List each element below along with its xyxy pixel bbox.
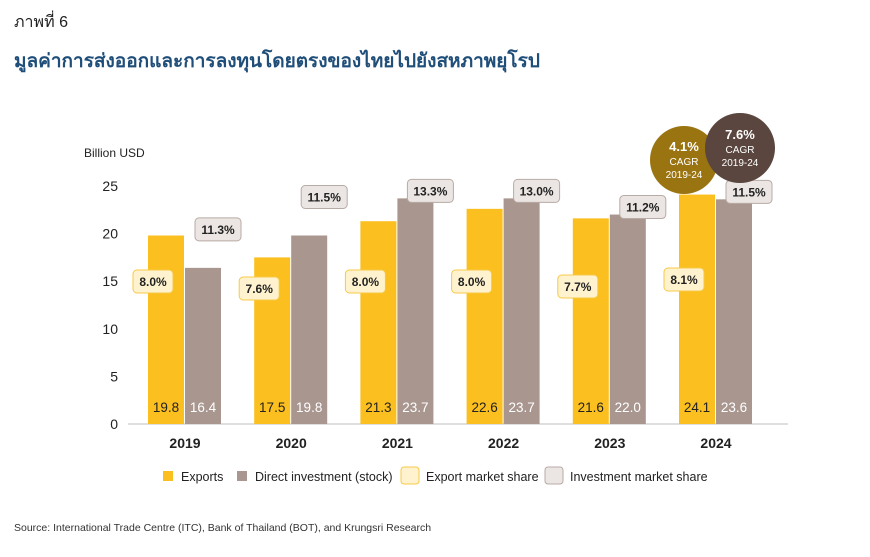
- export-share-label: 8.0%: [458, 275, 486, 289]
- legend-investment-label: Direct investment (stock): [255, 470, 393, 484]
- exports-value-label: 17.5: [259, 400, 285, 415]
- y-tick-label: 20: [102, 226, 118, 242]
- export-share-box: [663, 267, 705, 292]
- figure-label: ภาพที่ 6: [14, 14, 68, 31]
- investment-bar: [291, 235, 328, 424]
- investment-value-label: 19.8: [296, 400, 322, 415]
- cagr-exports-period: 2019-24: [666, 170, 703, 181]
- export-share-box: [238, 276, 280, 301]
- investment-share-box: [194, 217, 242, 242]
- exports-value-label: 21.3: [365, 400, 391, 415]
- x-tick-label: 2022: [488, 435, 519, 451]
- exports-value-label: 24.1: [684, 400, 710, 415]
- investment-share-label: 13.0%: [520, 184, 554, 198]
- legend-exports-swatch: [163, 471, 173, 481]
- exports-value-label: 22.6: [471, 400, 497, 415]
- exports-bar: [148, 235, 184, 424]
- legend-investment-share-swatch: [544, 466, 564, 485]
- investment-share-label: 11.2%: [626, 201, 660, 215]
- export-share-box: [344, 269, 386, 294]
- export-share-label: 7.7%: [564, 280, 592, 294]
- export-share-box: [451, 269, 493, 294]
- cagr-investment-bubble: [705, 113, 775, 183]
- legend-exports-label: Exports: [181, 470, 223, 484]
- x-tick-label: 2020: [276, 435, 307, 451]
- investment-share-label: 11.5%: [308, 191, 342, 205]
- investment-share-box: [300, 185, 348, 210]
- cagr-exports-label: CAGR: [670, 157, 699, 168]
- cagr-investment-value: 7.6%: [725, 127, 755, 142]
- investment-share-label: 11.5%: [732, 185, 766, 199]
- exports-value-label: 19.8: [153, 400, 179, 415]
- legend-investment-share-label: Investment market share: [570, 470, 708, 484]
- cagr-exports-value: 4.1%: [669, 139, 699, 154]
- x-tick-label: 2019: [169, 435, 200, 451]
- x-tick-label: 2024: [700, 435, 731, 451]
- exports-value-label: 21.6: [578, 400, 604, 415]
- investment-share-box: [406, 178, 454, 203]
- investment-share-label: 13.3%: [413, 184, 447, 198]
- cagr-exports-bubble: [650, 126, 718, 194]
- investment-value-label: 23.6: [721, 400, 747, 415]
- x-tick-label: 2021: [382, 435, 413, 451]
- investment-bar: [397, 198, 434, 424]
- legend-export-share-label: Export market share: [426, 470, 539, 484]
- export-share-label: 8.1%: [670, 273, 698, 287]
- export-share-box: [132, 269, 174, 294]
- investment-value-label: 23.7: [402, 400, 428, 415]
- y-tick-label: 10: [102, 321, 118, 337]
- legend-export-share-swatch: [400, 466, 420, 485]
- exports-bar: [466, 208, 503, 424]
- exports-bar: [572, 218, 609, 424]
- exports-bar: [679, 194, 715, 424]
- y-tick-label: 25: [102, 178, 118, 194]
- y-tick-label: 5: [110, 368, 118, 384]
- investment-share-box: [513, 178, 561, 203]
- y-tick-label: 15: [102, 273, 118, 289]
- investment-value-label: 16.4: [190, 400, 217, 415]
- export-share-label: 7.6%: [246, 282, 274, 296]
- export-share-label: 8.0%: [139, 275, 167, 289]
- investment-share-box: [619, 195, 667, 220]
- x-tick-label: 2023: [594, 435, 625, 451]
- investment-bar: [185, 267, 221, 424]
- investment-bar: [609, 214, 646, 424]
- investment-value-label: 22.0: [615, 400, 641, 415]
- cagr-investment-label: CAGR: [726, 145, 755, 156]
- investment-bar: [503, 198, 540, 424]
- investment-bar: [716, 199, 752, 424]
- chart-title: มูลค่าการส่งออกและการลงทุนโดยตรงของไทยไป…: [14, 51, 540, 72]
- export-share-box: [557, 274, 599, 299]
- y-axis-label: Billion USD: [84, 146, 145, 160]
- legend-investment-swatch: [237, 471, 247, 481]
- cagr-investment-period: 2019-24: [722, 158, 759, 169]
- exports-bar: [360, 221, 397, 424]
- investment-share-label: 11.3%: [201, 223, 235, 237]
- source-note: Source: International Trade Centre (ITC)…: [14, 522, 432, 534]
- y-tick-label: 0: [110, 416, 118, 432]
- export-share-label: 8.0%: [352, 275, 380, 289]
- investment-value-label: 23.7: [508, 400, 534, 415]
